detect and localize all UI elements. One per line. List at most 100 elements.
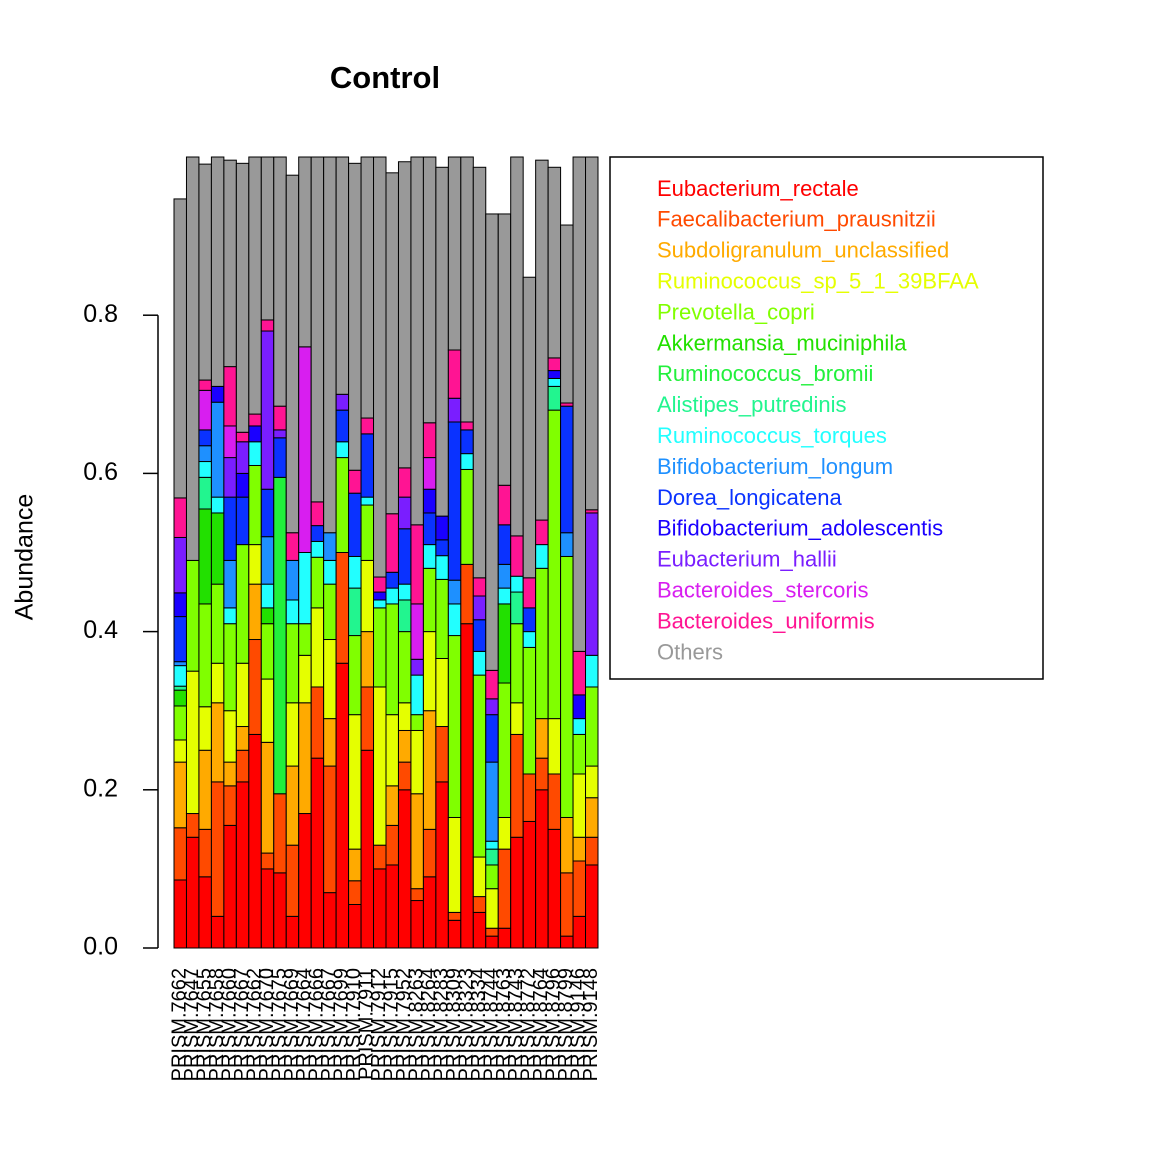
bar-segment [410,888,424,902]
bar-segment [173,739,187,763]
x-tick-label: PRISM.7669 [281,968,303,1081]
x-tick-label: PRISM.8799 [555,968,577,1081]
bar-segment [497,603,512,684]
bar-segment [173,879,187,949]
bar-segment [248,583,262,641]
bar-segment [335,409,350,443]
bar-segment [173,827,187,881]
bar-segment [585,512,599,656]
bar-segment [348,469,362,494]
bar-segment [223,785,237,826]
legend-entry: Bifidobacterium_longum [657,454,893,479]
bar-segment [572,836,587,862]
x-tick-label: PRISM.8283 [430,968,452,1081]
bar-segment [535,519,549,546]
bar-segment [560,555,574,818]
bar-segment [198,445,212,463]
bar-segment [485,864,499,890]
y-tick-label: 0.4 [83,616,118,644]
bar-segment [298,552,312,625]
x-tick-label: PRISM.7666 [306,968,328,1081]
bar-segment [185,836,200,949]
bar-segment [298,346,312,553]
bar-segment [460,453,474,470]
bar-segment [560,816,574,874]
bar-segment [198,508,212,605]
bar-segment [323,583,337,641]
bar-segment [373,156,387,578]
bar-segment [173,616,187,663]
bar-segment [547,773,562,830]
bar-segment [572,773,587,838]
x-tick-label: PRISM.7662 [169,968,191,1081]
bar-segment [497,682,512,818]
bar-segment [273,405,287,431]
bar-segment [235,441,250,474]
bar-segment [397,789,412,949]
bar-segment [422,457,437,490]
bar-segment [285,559,300,601]
bar-segment [210,512,225,585]
bar-segment [348,587,362,637]
bar-segment [460,429,474,455]
bar-segment [472,577,487,597]
bar-segment [447,156,462,351]
bar-segment [173,497,187,538]
x-tick-label: PRISM.7667 [231,968,253,1081]
bar-segment [348,162,362,471]
bar-segment [522,631,537,648]
bar-segment [560,872,574,937]
bar-segment [510,575,524,593]
bar-segment [223,366,237,427]
bar-segment [198,828,212,878]
bar-segment [210,385,225,403]
legend-entry: Alistipes_putredinis [657,392,847,417]
bar-segment [360,504,375,561]
bar-segment [223,425,237,459]
bar-segment [397,528,412,585]
legend-entry: Others [657,639,723,664]
bar-segment [248,733,262,949]
bar-segment [210,156,225,387]
bar-segment [248,413,262,427]
x-tick-label: PRISM.8772 [518,968,540,1081]
bar-segment [472,619,487,652]
bar-segment [385,513,399,573]
bar-segment [323,559,337,585]
bar-segment [373,576,387,593]
bar-segment [198,749,212,830]
bar-segment [210,702,225,783]
bar-segment [335,156,350,395]
bar-segment [535,159,549,521]
bar-segment [360,559,375,633]
bar-segment [223,457,237,498]
bar-segment [235,162,250,433]
bar-segment [522,577,537,609]
bar-segment [472,650,487,676]
bar-segment [547,385,562,411]
bar-segment [310,757,325,949]
bar-segment [522,276,537,579]
x-tick-label: PRISM.7662 [243,968,265,1081]
bar-segment [585,654,599,688]
bar-segment [260,607,275,625]
bar-segment [497,524,512,565]
chart-title: Control [330,60,440,95]
bar-segment [485,888,499,929]
bar-segment [273,476,287,795]
bar-segment [260,623,275,680]
bar-segment [235,496,250,546]
bar-segment [348,903,362,949]
x-tick-label: PRISM.8744 [480,968,502,1081]
bar-segment [572,718,587,735]
x-tick-label: PRISM.7952 [393,968,415,1081]
bar-segment [435,515,449,541]
bar-segment [173,761,187,829]
bar-segment [385,714,399,787]
bar-segment [173,665,187,687]
bar-segment [572,860,587,917]
bar-segment [585,686,599,767]
bar-segment [510,702,524,735]
bar-segment [248,639,262,735]
bar-segment [510,733,524,838]
